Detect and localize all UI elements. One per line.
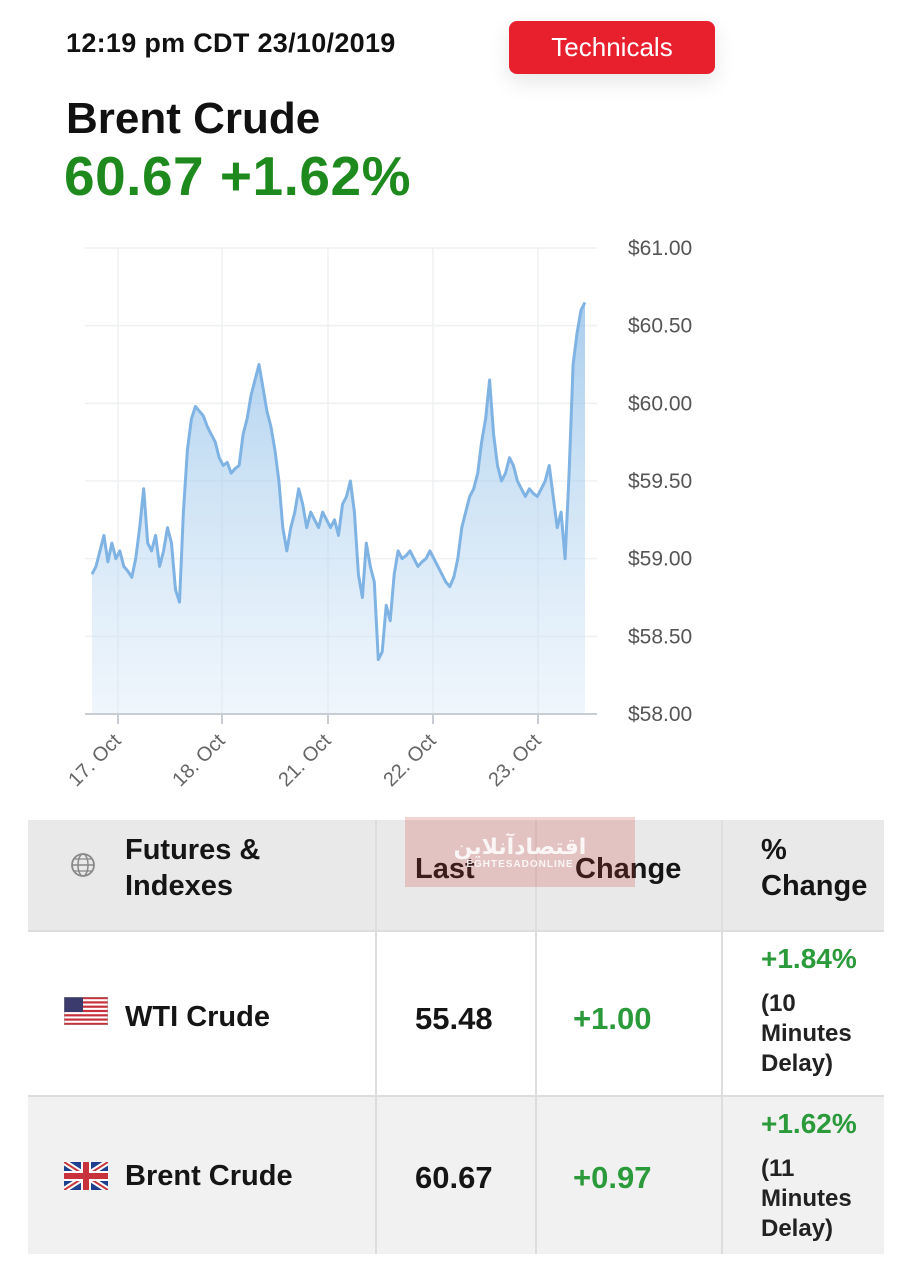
header-futures-line2: Indexes <box>125 870 233 902</box>
x-tick-label: 23. Oct <box>484 730 545 791</box>
row-change: +0.97 <box>573 1160 652 1195</box>
y-axis-labels: $61.00 $60.50 $60.00 $59.50 $59.00 $58.50 $58.… <box>628 237 692 726</box>
x-tick-label: 18. Oct <box>168 730 229 791</box>
x-tick-label: 22. Oct <box>379 730 440 791</box>
x-tick-label: 21. Oct <box>274 730 335 791</box>
column-divider <box>535 820 537 1254</box>
futures-table: Futures & Indexes Last Change % Change <box>28 820 884 1254</box>
header-pct-change: % Change <box>761 832 867 904</box>
row-delay-note: (10 Minutes Delay) <box>761 989 852 1079</box>
y-tick-label: $60.00 <box>628 392 692 415</box>
column-divider <box>721 820 723 1254</box>
watermark-line1: اقتصادآنلاین <box>453 833 587 859</box>
row-pct-change: +1.84% <box>761 943 857 974</box>
table-header-row: Futures & Indexes Last Change % Change <box>28 820 884 931</box>
y-tick-label: $61.00 <box>628 237 692 260</box>
watermark-logo: اقتصادآنلاین EGHTESADONLINE <box>405 817 635 887</box>
row-divider <box>28 1095 884 1097</box>
header-pct-line1: % <box>761 834 787 866</box>
x-tick-label: 17. Oct <box>64 730 125 791</box>
y-tick-label: $58.00 <box>628 703 692 726</box>
delay-line3: Delay) <box>761 1215 834 1242</box>
row-name[interactable]: Brent Crude <box>125 1160 293 1192</box>
row-change: +1.00 <box>573 1001 652 1036</box>
uk-flag-icon <box>62 1159 110 1195</box>
y-tick-label: $59.00 <box>628 548 692 571</box>
delay-line2: Minutes <box>761 1185 852 1212</box>
technicals-button[interactable]: Technicals <box>509 21 715 74</box>
globe-icon <box>70 852 96 883</box>
us-flag-icon <box>63 996 109 1030</box>
delay-line3: Delay) <box>761 1050 834 1077</box>
row-last: 60.67 <box>415 1160 493 1195</box>
y-tick-label: $59.50 <box>628 470 692 493</box>
column-divider <box>375 820 377 1254</box>
row-delay-note: (11 Minutes Delay) <box>761 1154 852 1244</box>
header-change: Change <box>575 853 682 885</box>
price-chart: $61.00 $60.50 $60.00 $59.50 $59.00 $58.50 $58.… <box>64 237 692 791</box>
watermark-line2: EGHTESADONLINE <box>466 858 574 870</box>
price-change: 60.67 +1.62% <box>64 145 411 207</box>
header-last: Last <box>415 853 475 885</box>
header-futures-indexes: Futures & Indexes <box>125 832 260 904</box>
chart-area <box>92 302 585 714</box>
header-pct-line2: Change <box>761 870 868 902</box>
header-futures-line1: Futures & <box>125 834 261 866</box>
delay-line2: Minutes <box>761 1020 852 1047</box>
y-tick-label: $60.50 <box>628 315 692 338</box>
row-divider <box>28 930 884 932</box>
table-row[interactable]: Brent Crude 60.67 +0.97 +1.62% (11 Minut… <box>28 1096 884 1254</box>
x-axis-labels: 17. Oct 18. Oct 21. Oct 22. Oct 23. Oct <box>64 714 546 791</box>
table-row[interactable]: WTI Crude 55.48 +1.00 +1.84% (10 Minutes… <box>28 931 884 1096</box>
delay-line1: (10 <box>761 990 796 1017</box>
y-tick-label: $58.50 <box>628 625 692 648</box>
chart-line <box>90 301 587 662</box>
row-last: 55.48 <box>415 1001 493 1036</box>
instrument-title: Brent Crude <box>66 94 321 143</box>
row-name[interactable]: WTI Crude <box>125 1001 270 1033</box>
timestamp: 12:19 pm CDT 23/10/2019 <box>66 28 396 58</box>
delay-line1: (11 <box>761 1155 795 1182</box>
row-pct-change: +1.62% <box>761 1108 857 1139</box>
